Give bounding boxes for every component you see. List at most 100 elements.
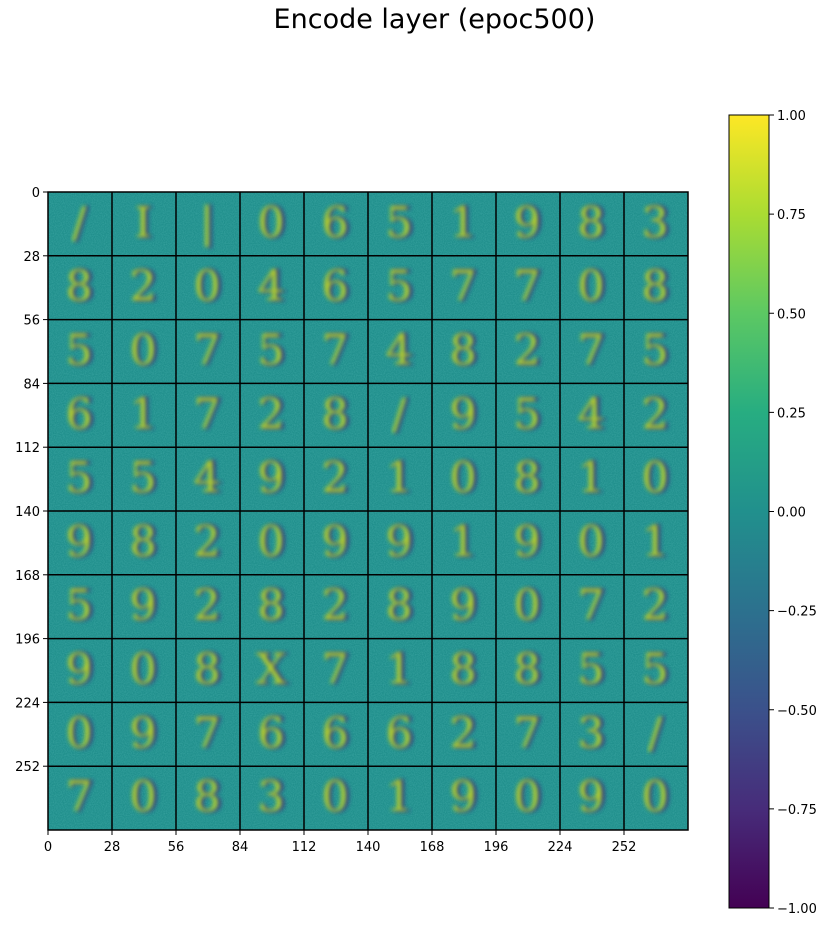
tile-shadow: 5 [68,453,96,504]
tile-shadow: 0 [132,772,160,823]
tile-highlight: 5 [386,262,413,311]
weight-tile: 88 [66,262,96,313]
tile-highlight: / [392,389,407,438]
weight-tile: 00 [258,517,288,568]
tile-highlight: 2 [194,581,221,630]
weight-tile: 00 [642,453,672,504]
weight-tile: 44 [578,389,608,440]
tile-highlight: 6 [322,262,349,311]
tile-highlight: 8 [386,581,413,630]
weight-tile: 99 [130,708,160,759]
weight-tile: 88 [194,772,224,823]
weight-tile: 44 [194,453,224,504]
colorbar-tick-label: 0.25 [777,406,806,421]
tile-shadow: 0 [132,326,160,377]
weight-tile: 00 [578,517,608,568]
tile-highlight: / [648,708,663,757]
weight-tile: 99 [450,772,480,823]
tile-shadow: 8 [132,517,160,568]
tile-highlight: 4 [194,453,221,502]
tile-shadow: 9 [132,581,160,632]
colorbar-tick-label: −1.00 [777,902,817,917]
tile-shadow: 0 [260,198,288,249]
colorbar-tick-label: −0.50 [777,704,817,719]
tile-highlight: 0 [514,581,541,630]
tile-shadow: / [75,198,90,249]
weight-tile: 77 [322,645,352,696]
tile-highlight: 0 [450,453,477,502]
tile-shadow: 7 [516,262,544,313]
tile-shadow: 3 [644,198,672,249]
tile-shadow: 8 [388,581,416,632]
weight-tile: 00 [514,581,544,632]
tile-shadow: 1 [132,389,160,440]
y-tick-label: 84 [23,377,40,392]
tile-shadow: 7 [324,326,352,377]
tile-highlight: 0 [130,326,157,375]
x-tick-label: 252 [612,840,637,855]
tile-highlight: 7 [194,708,221,757]
tile-shadow: 0 [516,581,544,632]
tile-highlight: 5 [66,453,93,502]
tile-highlight: 7 [66,772,93,821]
tile-highlight: 7 [450,262,477,311]
weight-tile: || [200,198,217,249]
tile-shadow: 8 [516,453,544,504]
weight-tile: 11 [386,645,416,696]
weight-tile: 00 [514,772,544,823]
x-tick-label: 140 [356,840,381,855]
weight-tile: 11 [642,517,672,568]
tile-highlight: 1 [578,453,605,502]
tile-highlight: 9 [322,517,349,566]
weight-tile: 88 [258,581,288,632]
tile-shadow: 2 [516,326,544,377]
tile-shadow: 2 [324,453,352,504]
colorbar-tick-label: 0.50 [777,307,806,322]
weight-tile: 11 [386,453,416,504]
tile-shadow: 2 [260,389,288,440]
tile-shadow: 1 [452,517,480,568]
tile-highlight: 2 [130,262,157,311]
tile-highlight: 6 [258,708,285,757]
tile-shadow: 0 [324,772,352,823]
tile-highlight: 7 [194,326,221,375]
tile-highlight: 7 [514,708,541,757]
tile-shadow: 6 [324,708,352,759]
tile-highlight: 9 [578,772,605,821]
weight-tile: 88 [322,389,352,440]
tile-highlight: 2 [642,389,669,438]
tile-shadow: | [203,198,218,249]
tile-shadow: 2 [132,262,160,313]
tile-highlight: 0 [514,772,541,821]
tile-highlight: 0 [66,708,93,757]
tile-shadow: 8 [196,645,224,696]
tile-shadow: 7 [68,772,96,823]
chart-title: Encode layer (epoc500) [273,4,596,35]
tile-highlight: 8 [258,581,285,630]
tile-shadow: 4 [260,262,288,313]
tile-shadow: 2 [196,517,224,568]
weight-tile: 88 [386,581,416,632]
tile-shadow: 1 [388,772,416,823]
tile-shadow: 7 [196,389,224,440]
weight-tile: 55 [642,645,672,696]
weight-tile: 22 [130,262,160,313]
tile-highlight: 6 [66,389,93,438]
tile-highlight: 0 [642,772,669,821]
tile-shadow: 9 [132,708,160,759]
weight-tile: 99 [450,389,480,440]
weight-tile: 88 [642,262,672,313]
tile-highlight: 6 [322,198,349,247]
tile-highlight: 0 [258,517,285,566]
tile-highlight: 7 [514,262,541,311]
tile-shadow: 3 [580,708,608,759]
weight-tile: 22 [194,581,224,632]
weight-tile: 00 [258,198,288,249]
weight-tile: 66 [258,708,288,759]
y-tick-label: 252 [15,760,40,775]
tile-highlight: 8 [450,645,477,694]
x-tick-label: 196 [484,840,509,855]
weight-tile: 55 [386,262,416,313]
